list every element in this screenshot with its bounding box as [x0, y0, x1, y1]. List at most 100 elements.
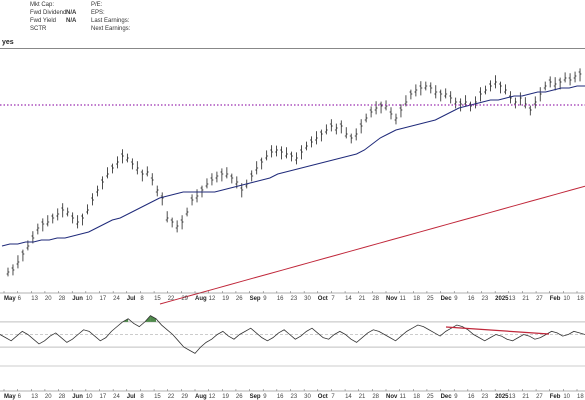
- divergence-line: [445, 326, 550, 335]
- axis-day-label: 9: [454, 394, 458, 400]
- axis-day-label: 26: [236, 296, 243, 302]
- axis-month-label: Nov: [386, 394, 398, 400]
- price-bar: [165, 211, 169, 223]
- price-bar: [494, 75, 497, 89]
- chart-header: Mkt Cap: Fwd Dividend N/A Fwd Yield N/A …: [0, 0, 585, 48]
- axis-day-label: 25: [427, 296, 434, 302]
- price-bar: [190, 194, 194, 206]
- axis-day-label: 10: [86, 394, 93, 400]
- price-bar: [543, 81, 547, 91]
- last-earnings-label: Last Earnings:: [91, 18, 130, 24]
- axis-month-label: Sep: [250, 296, 261, 302]
- axis-day-label: 18: [413, 394, 420, 400]
- price-bar: [454, 97, 458, 109]
- price-bar: [96, 185, 99, 197]
- price-bar: [250, 170, 254, 182]
- price-bar: [319, 129, 323, 142]
- ma-long-line: [159, 185, 585, 305]
- price-bar: [61, 203, 65, 218]
- axis-day-label: 6: [18, 296, 22, 302]
- price-bar: [135, 161, 139, 175]
- axis-day-label: 27: [536, 394, 543, 400]
- axis-month-label: Aug: [195, 394, 207, 400]
- price-bar: [324, 124, 328, 135]
- price-bar: [548, 76, 552, 88]
- price-bar: [290, 151, 293, 162]
- eps-label: EPS:: [91, 10, 105, 16]
- axis-day-label: 17: [100, 394, 107, 400]
- axis-day-label: 23: [291, 296, 298, 302]
- axis-day-label: 13: [509, 296, 516, 302]
- price-bar: [439, 89, 443, 102]
- axis-day-label: 6: [18, 394, 22, 400]
- price-bar: [11, 264, 15, 276]
- price-bar: [230, 173, 234, 184]
- price-bar: [46, 215, 50, 227]
- price-bar: [255, 161, 259, 175]
- fwd-yield-label: Fwd Yield: [30, 18, 57, 24]
- axis-day-label: 20: [45, 296, 52, 302]
- price-bar: [533, 96, 537, 109]
- price-bar: [175, 220, 179, 233]
- axis-day-label: 9: [263, 394, 267, 400]
- ticker-suffix: yes: [2, 39, 14, 46]
- price-bar: [91, 193, 94, 206]
- price-bar: [419, 81, 423, 96]
- oscillator-panel: [0, 315, 585, 367]
- axis-day-label: 28: [372, 394, 379, 400]
- price-bar: [66, 207, 70, 217]
- axis-month-label: May: [4, 296, 16, 302]
- axis-day-label: 24: [113, 394, 120, 400]
- price-bar: [36, 223, 40, 235]
- axis-month-label: May: [4, 394, 16, 400]
- axis-day-label: 29: [181, 296, 188, 302]
- ma-short-line: [1, 85, 585, 247]
- price-bar: [116, 156, 119, 169]
- price-bar: [160, 192, 164, 206]
- axis-day-label: 7: [331, 296, 335, 302]
- axis-day-label: 9: [263, 296, 267, 302]
- price-bar: [86, 204, 89, 215]
- axis-day-label: 30: [304, 394, 311, 400]
- price-bar: [76, 215, 80, 229]
- axis-day-label: 10: [563, 394, 570, 400]
- price-bar: [528, 105, 532, 116]
- axis-month-label: Dec: [441, 296, 453, 302]
- price-bar: [305, 141, 308, 151]
- axis-month-label: Jul: [127, 394, 136, 400]
- next-earnings-label: Next Earnings:: [91, 26, 131, 32]
- axis-day-label: 12: [209, 394, 216, 400]
- price-bar: [364, 113, 368, 123]
- price-bar: [573, 71, 577, 83]
- axis-month-label: Jun: [72, 296, 83, 302]
- price-bar: [359, 119, 363, 134]
- axis-day-label: 24: [113, 296, 120, 302]
- price-bar: [140, 169, 144, 182]
- axis-month-label: 2025: [495, 394, 509, 400]
- axis-day-label: 30: [304, 296, 311, 302]
- axis-day-label: 13: [509, 394, 516, 400]
- price-bar: [409, 89, 413, 100]
- price-bar: [295, 152, 298, 165]
- price-bar: [265, 150, 269, 161]
- axis-day-label: 19: [222, 296, 229, 302]
- axis-day-label: 17: [100, 296, 107, 302]
- axis-day-label: 29: [181, 394, 188, 400]
- price-bar: [404, 95, 408, 107]
- osc-overbought-fill: [150, 315, 156, 322]
- fwd-dividend-value: N/A: [66, 10, 77, 16]
- axis-day-label: 9: [454, 296, 458, 302]
- price-bar: [434, 85, 438, 99]
- price-bar: [185, 207, 189, 217]
- fwd-dividend-label: Fwd Dividend: [30, 10, 67, 16]
- price-bar: [523, 97, 527, 109]
- price-bar: [225, 167, 229, 179]
- price-bar: [300, 145, 303, 160]
- axis-day-label: 21: [522, 394, 529, 400]
- price-bar: [504, 84, 507, 95]
- axis-day-label: 16: [277, 394, 284, 400]
- price-bar: [150, 173, 154, 186]
- axis-day-label: 18: [413, 296, 420, 302]
- price-bar: [354, 128, 358, 141]
